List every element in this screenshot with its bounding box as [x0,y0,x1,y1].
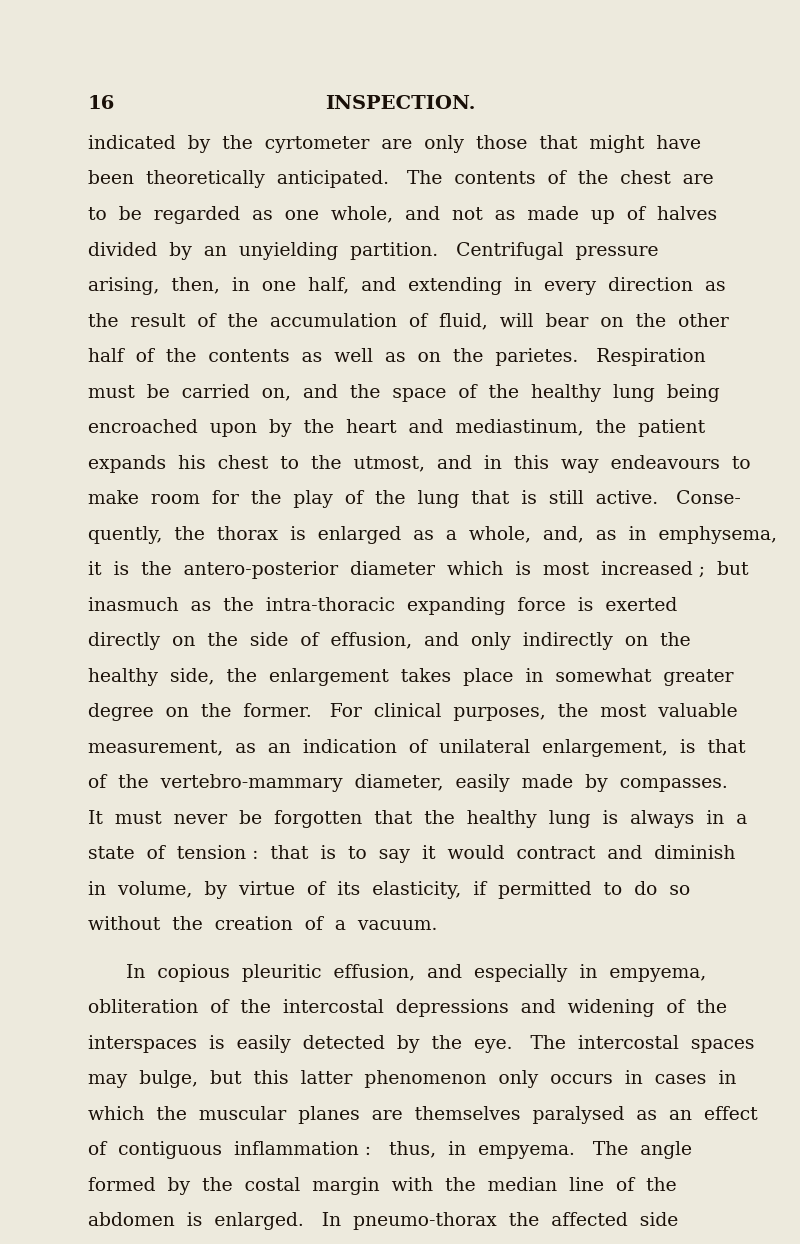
Text: of  the  vertebro-mammary  diameter,  easily  made  by  compasses.: of the vertebro-mammary diameter, easily… [88,774,728,792]
Text: quently,  the  thorax  is  enlarged  as  a  whole,  and,  as  in  emphysema,: quently, the thorax is enlarged as a who… [88,525,777,544]
Text: arising,  then,  in  one  half,  and  extending  in  every  direction  as: arising, then, in one half, and extendin… [88,277,726,295]
Text: which  the  muscular  planes  are  themselves  paralysed  as  an  effect: which the muscular planes are themselves… [88,1106,758,1123]
Text: 16: 16 [88,95,115,113]
Text: half  of  the  contents  as  well  as  on  the  parietes.   Respiration: half of the contents as well as on the p… [88,348,706,366]
Text: formed  by  the  costal  margin  with  the  median  line  of  the: formed by the costal margin with the med… [88,1177,677,1194]
Text: the  result  of  the  accumulation  of  fluid,  will  bear  on  the  other: the result of the accumulation of fluid,… [88,312,729,331]
Text: of  contiguous  inflammation :   thus,  in  empyema.   The  angle: of contiguous inflammation : thus, in em… [88,1141,692,1159]
Text: INSPECTION.: INSPECTION. [325,95,475,113]
Text: abdomen  is  enlarged.   In  pneumo-thorax  the  affected  side: abdomen is enlarged. In pneumo-thorax th… [88,1212,678,1230]
Text: expands  his  chest  to  the  utmost,  and  in  this  way  endeavours  to: expands his chest to the utmost, and in … [88,454,750,473]
Text: measurement,  as  an  indication  of  unilateral  enlargement,  is  that: measurement, as an indication of unilate… [88,739,746,756]
Text: healthy  side,  the  enlargement  takes  place  in  somewhat  greater: healthy side, the enlargement takes plac… [88,668,734,685]
Text: indicated  by  the  cyrtometer  are  only  those  that  might  have: indicated by the cyrtometer are only tho… [88,136,701,153]
Text: interspaces  is  easily  detected  by  the  eye.   The  intercostal  spaces: interspaces is easily detected by the ey… [88,1035,754,1052]
Text: directly  on  the  side  of  effusion,  and  only  indirectly  on  the: directly on the side of effusion, and on… [88,632,690,651]
Text: without  the  creation  of  a  vacuum.: without the creation of a vacuum. [88,916,438,934]
Text: been  theoretically  anticipated.   The  contents  of  the  chest  are: been theoretically anticipated. The cont… [88,170,714,189]
Text: make  room  for  the  play  of  the  lung  that  is  still  active.   Conse-: make room for the play of the lung that … [88,490,741,508]
Text: inasmuch  as  the  intra-thoracic  expanding  force  is  exerted: inasmuch as the intra-thoracic expanding… [88,597,678,615]
Text: to  be  regarded  as  one  whole,  and  not  as  made  up  of  halves: to be regarded as one whole, and not as … [88,207,717,224]
Text: it  is  the  antero-posterior  diameter  which  is  most  increased ;  but: it is the antero-posterior diameter whic… [88,561,749,578]
Text: must  be  carried  on,  and  the  space  of  the  healthy  lung  being: must be carried on, and the space of the… [88,383,720,402]
Text: may  bulge,  but  this  latter  phenomenon  only  occurs  in  cases  in: may bulge, but this latter phenomenon on… [88,1070,736,1088]
Text: It  must  never  be  forgotten  that  the  healthy  lung  is  always  in  a: It must never be forgotten that the heal… [88,810,747,827]
Text: state  of  tension :  that  is  to  say  it  would  contract  and  diminish: state of tension : that is to say it wou… [88,845,735,863]
Text: In  copious  pleuritic  effusion,  and  especially  in  empyema,: In copious pleuritic effusion, and espec… [126,964,706,982]
Text: divided  by  an  unyielding  partition.   Centrifugal  pressure: divided by an unyielding partition. Cent… [88,241,658,260]
Text: encroached  upon  by  the  heart  and  mediastinum,  the  patient: encroached upon by the heart and mediast… [88,419,705,437]
Text: in  volume,  by  virtue  of  its  elasticity,  if  permitted  to  do  so: in volume, by virtue of its elasticity, … [88,881,690,898]
Text: degree  on  the  former.   For  clinical  purposes,  the  most  valuable: degree on the former. For clinical purpo… [88,703,738,722]
Text: obliteration  of  the  intercostal  depressions  and  widening  of  the: obliteration of the intercostal depressi… [88,999,727,1018]
